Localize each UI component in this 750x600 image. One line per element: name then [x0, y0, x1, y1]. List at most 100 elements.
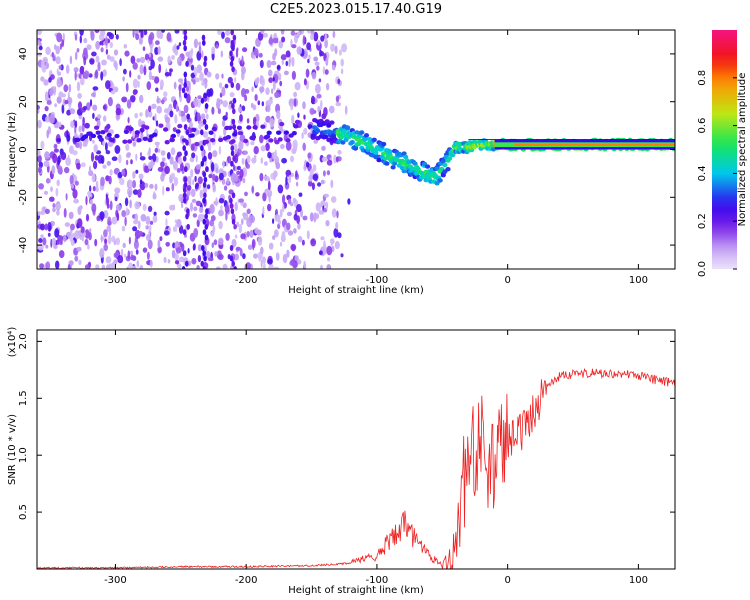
noise-speckle	[325, 83, 330, 91]
noise-speckle	[242, 212, 249, 221]
noise-speckle	[190, 143, 195, 151]
noise-speckle	[52, 203, 56, 208]
noise-speckle	[38, 45, 43, 51]
noise-speckle	[306, 42, 311, 51]
noise-speckle	[174, 30, 180, 34]
noise-speckle	[169, 156, 174, 165]
noise-speckle	[92, 186, 96, 192]
noise-speckle	[313, 31, 319, 42]
noise-speckle	[186, 86, 189, 92]
noise-speckle	[267, 203, 272, 212]
noise-speckle	[74, 180, 79, 186]
noise-speckle	[261, 101, 264, 107]
noise-speckle	[132, 62, 138, 70]
noise-streak	[201, 34, 206, 41]
noise-speckle	[166, 32, 172, 42]
noise-speckle	[38, 166, 42, 174]
noise-speckle	[244, 191, 248, 197]
noise-speckle	[257, 100, 261, 106]
x-tick-label-bottom: -300	[104, 575, 127, 586]
noise-speckle	[125, 82, 129, 93]
noise-speckle	[111, 235, 116, 243]
noise-streak	[182, 229, 187, 236]
noise-speckle	[306, 161, 310, 168]
noise-speckle	[171, 55, 175, 60]
noise-speckle	[161, 99, 165, 105]
noise-speckle	[165, 218, 168, 228]
noise-speckle	[192, 213, 198, 218]
noise-speckle	[56, 32, 63, 43]
noise-speckle	[56, 78, 62, 88]
noise-speckle	[105, 264, 111, 269]
noise-speckle	[56, 68, 59, 75]
noise-speckle	[206, 71, 212, 78]
noise-streak	[181, 87, 186, 94]
noise-speckle	[325, 220, 330, 227]
noise-speckle	[124, 216, 127, 227]
x-tick-label-bottom: 100	[629, 575, 648, 586]
x-tick-label-top: -200	[235, 275, 258, 286]
noise-speckle	[311, 95, 315, 105]
noise-speckle	[41, 60, 45, 65]
ridge-blob	[293, 124, 299, 129]
noise-speckle	[142, 203, 147, 211]
noise-speckle	[50, 238, 53, 248]
ridge-blob	[266, 130, 272, 135]
noise-speckle	[52, 55, 56, 62]
noise-speckle	[335, 221, 339, 230]
noise-speckle	[253, 54, 256, 60]
noise-speckle	[120, 248, 124, 258]
noise-speckle	[282, 203, 285, 213]
noise-speckle	[335, 95, 340, 103]
noise-speckle	[221, 178, 226, 185]
y-axis-label-top: Frequency (Hz)	[7, 112, 18, 188]
noise-speckle	[132, 226, 138, 232]
noise-speckle	[89, 199, 93, 205]
noise-streak	[202, 171, 207, 178]
noise-speckle	[153, 76, 160, 84]
noise-speckle	[115, 107, 122, 116]
noise-speckle	[140, 30, 144, 39]
noise-streak	[182, 39, 187, 46]
noise-speckle	[193, 98, 199, 107]
ridge-blob	[123, 129, 129, 134]
y-tick-label-top: -40	[18, 237, 29, 253]
noise-speckle	[268, 69, 273, 77]
noise-speckle	[223, 185, 228, 191]
x-tick-label-bottom: -100	[366, 575, 389, 586]
y-tick-label-top: 20	[18, 95, 29, 108]
noise-speckle	[175, 104, 179, 113]
noise-speckle	[127, 116, 130, 124]
ridge-blob	[363, 133, 370, 138]
noise-speckle	[178, 89, 181, 98]
noise-speckle	[110, 90, 116, 95]
noise-speckle	[174, 223, 178, 233]
noise-speckle	[189, 122, 192, 128]
noise-speckle	[186, 185, 192, 191]
noise-streak	[183, 30, 187, 36]
noise-speckle	[125, 207, 128, 217]
noise-streak	[205, 166, 209, 173]
noise-speckle	[291, 44, 297, 49]
noise-speckle	[65, 193, 68, 201]
ridge-blob	[90, 133, 97, 139]
noise-speckle	[145, 215, 151, 225]
noise-streak	[185, 129, 190, 136]
noise-speckle	[334, 45, 338, 55]
noise-speckle	[48, 87, 54, 97]
noise-speckle	[79, 35, 83, 44]
noise-speckle	[125, 143, 130, 151]
noise-speckle	[198, 123, 202, 130]
noise-streak	[231, 66, 235, 73]
ridge-blob	[381, 141, 387, 147]
ridge-blob	[434, 166, 440, 171]
noise-speckle	[138, 118, 142, 128]
noise-speckle	[268, 77, 274, 83]
noise-speckle	[111, 156, 118, 161]
noise-speckle	[311, 71, 317, 80]
noise-speckle	[198, 45, 202, 54]
noise-speckle	[177, 156, 183, 165]
heatmap-area	[37, 30, 675, 269]
noise-speckle	[161, 157, 166, 162]
